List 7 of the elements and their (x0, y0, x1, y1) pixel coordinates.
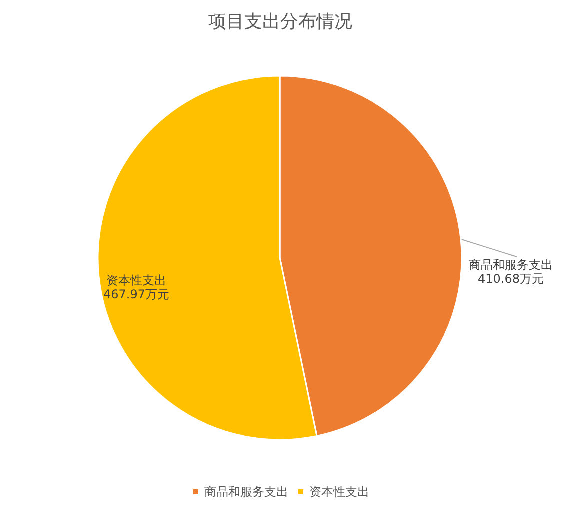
legend-label: 资本性支出 (310, 485, 370, 499)
data-label: 467.97万元 (103, 288, 170, 302)
data-label: 410.68万元 (478, 272, 544, 286)
slice-label: 资本性支出 (106, 274, 166, 288)
chart-title: 项目支出分布情况 (208, 12, 352, 32)
legend-label: 商品和服务支出 (204, 485, 288, 499)
slice-label: 商品和服务支出 (469, 258, 553, 272)
